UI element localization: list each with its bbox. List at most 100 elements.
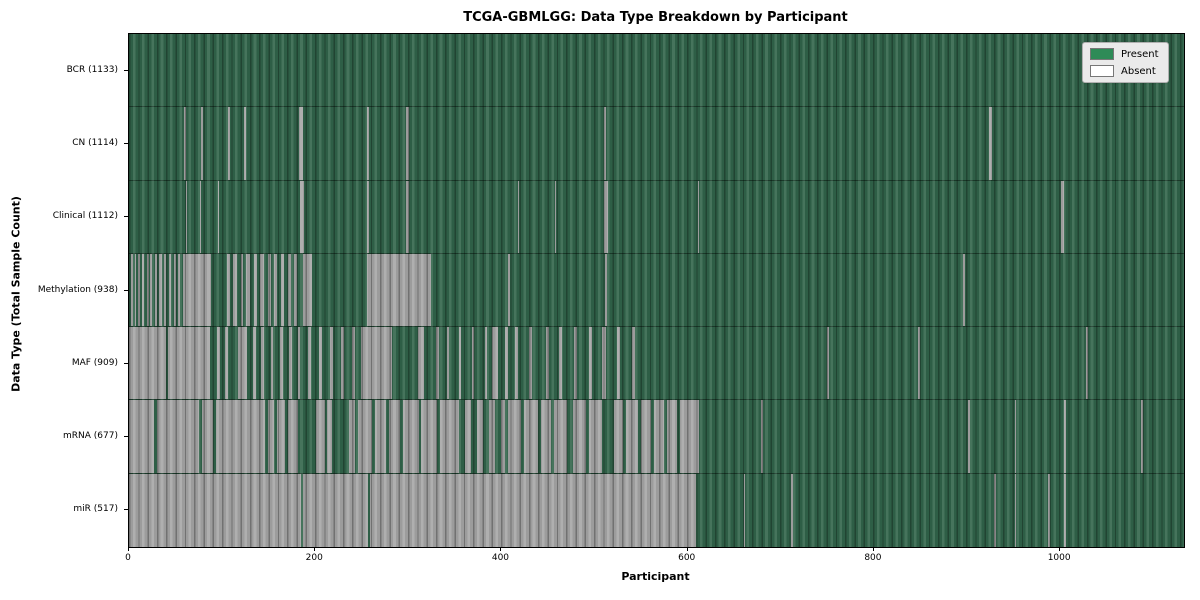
absent-segment — [529, 327, 533, 400]
absent-segment — [917, 327, 920, 400]
absent-segment — [626, 400, 639, 473]
absent-segment — [616, 327, 620, 400]
absent-segment — [641, 400, 652, 473]
row-Clinical — [129, 180, 1184, 254]
absent-segment — [289, 327, 292, 400]
absent-segment — [299, 107, 304, 180]
absent-segment — [199, 180, 201, 253]
absent-segment — [227, 107, 230, 180]
absent-segment — [1061, 180, 1064, 253]
absent-segment — [603, 180, 608, 253]
absent-segment — [226, 253, 231, 327]
absent-segment — [252, 327, 256, 400]
absent-segment — [253, 253, 257, 327]
legend: Present Absent — [1082, 42, 1169, 83]
row-CN — [129, 107, 1184, 181]
absent-segment — [505, 327, 508, 400]
absent-segment — [667, 400, 678, 473]
absent-segment — [277, 400, 286, 473]
absent-segment — [360, 327, 392, 400]
absent-swatch — [1090, 65, 1114, 77]
absent-segment — [244, 107, 247, 180]
y-tick-label-CN: CN (1114) — [72, 137, 118, 148]
y-tick-label-Methylation: Methylation (938) — [37, 284, 118, 295]
absent-segment — [303, 253, 313, 327]
absent-segment — [574, 327, 577, 400]
y-axis-label-text: Data Type (Total Sample Count) — [9, 196, 23, 392]
absent-segment — [183, 107, 186, 180]
absent-segment — [173, 253, 177, 327]
absent-segment — [989, 107, 993, 180]
row-mRNA — [129, 400, 1184, 474]
y-tick-mark — [124, 69, 128, 71]
absent-segment — [1086, 327, 1089, 400]
absent-segment — [155, 253, 157, 327]
row-BCR — [129, 34, 1184, 108]
absent-segment — [303, 473, 369, 547]
absent-segment — [129, 400, 155, 473]
absent-segment — [146, 253, 149, 327]
absent-segment — [417, 327, 425, 400]
absent-segment — [1063, 400, 1066, 473]
x-tick-mark — [1059, 547, 1061, 551]
x-tick-label-1000: 1000 — [1047, 553, 1071, 563]
absent-segment — [224, 327, 228, 400]
absent-segment — [1048, 473, 1050, 547]
absent-segment — [827, 327, 830, 400]
absent-segment — [341, 327, 345, 400]
absent-segment — [697, 180, 699, 253]
present-swatch — [1090, 48, 1114, 60]
y-tick-mark — [124, 142, 128, 144]
absent-segment — [515, 327, 519, 400]
absent-segment — [201, 400, 213, 473]
absent-segment — [604, 253, 607, 327]
absent-segment — [573, 400, 587, 473]
x-tick-mark — [500, 547, 502, 551]
absent-segment — [233, 253, 237, 327]
absent-segment — [237, 327, 248, 400]
absent-segment — [288, 253, 291, 327]
absent-segment — [280, 253, 285, 327]
absent-segment — [298, 327, 301, 400]
absent-segment — [458, 327, 462, 400]
absent-segment — [352, 327, 356, 400]
absent-segment — [546, 327, 549, 400]
absent-segment — [367, 107, 370, 180]
legend-label-present: Present — [1121, 48, 1159, 60]
absent-segment — [492, 327, 498, 400]
absent-segment — [388, 400, 400, 473]
absent-segment — [318, 327, 322, 400]
absent-segment — [270, 327, 274, 400]
absent-segment — [348, 400, 356, 473]
absent-segment — [484, 327, 488, 400]
legend-label-absent: Absent — [1121, 65, 1156, 77]
absent-segment — [963, 253, 966, 327]
absent-segment — [246, 253, 251, 327]
absent-segment — [405, 180, 410, 253]
y-tick-mark — [124, 289, 128, 291]
absent-segment — [169, 253, 171, 327]
absent-segment — [260, 253, 264, 327]
x-axis-label: Participant — [621, 570, 690, 583]
absent-segment — [791, 473, 793, 547]
absent-segment — [436, 327, 440, 400]
plot-area — [128, 33, 1185, 548]
y-tick-label-mRNA: mRNA (677) — [63, 431, 118, 442]
row-MAF — [129, 327, 1184, 401]
absent-segment — [440, 400, 459, 473]
x-tick-mark — [314, 547, 316, 551]
legend-item-present: Present — [1090, 48, 1159, 60]
absent-segment — [327, 400, 332, 473]
absent-segment — [300, 180, 305, 253]
absent-segment — [134, 253, 137, 327]
absent-segment — [316, 400, 325, 473]
absent-segment — [358, 400, 373, 473]
absent-segment — [631, 327, 635, 400]
row-miR — [129, 473, 1184, 547]
absent-segment — [555, 180, 557, 253]
absent-segment — [518, 180, 520, 253]
absent-segment — [130, 253, 133, 327]
absent-segment — [743, 473, 746, 547]
absent-segment — [261, 327, 264, 400]
y-tick-label-miR: miR (517) — [73, 504, 118, 515]
